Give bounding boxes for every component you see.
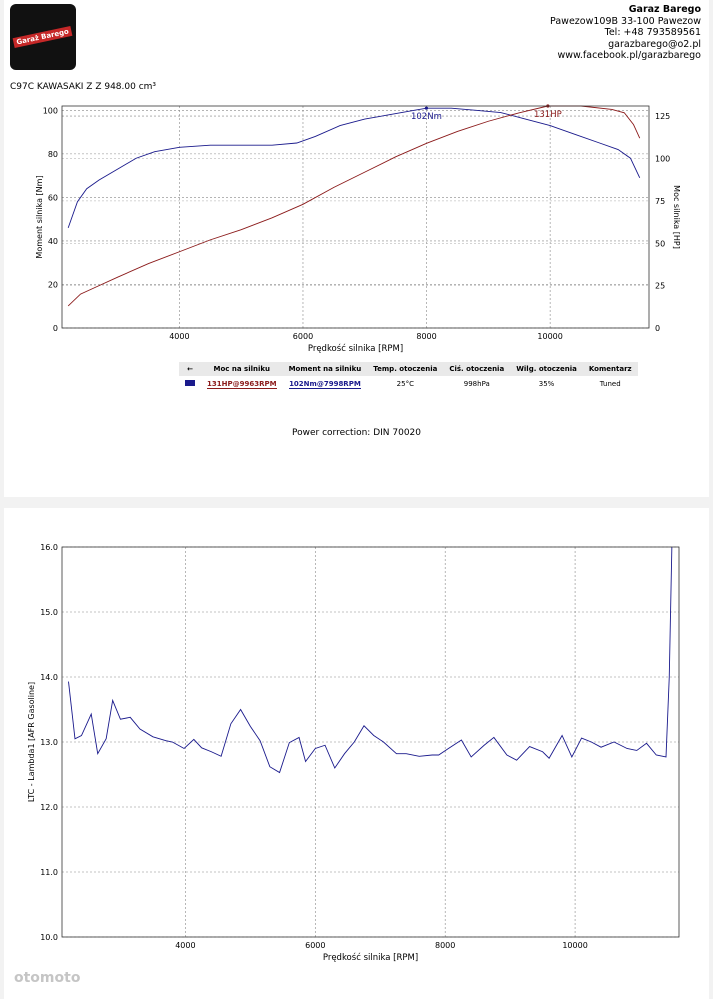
temp-header: Temp. otoczenia bbox=[367, 362, 444, 376]
x-tick-label: 6000 bbox=[293, 332, 313, 341]
company-logo: Garaż Barego bbox=[10, 4, 76, 70]
x-tick-label: 10000 bbox=[537, 332, 562, 341]
company-name: Garaz Barego bbox=[628, 4, 701, 15]
engine-title: C97C KAWASAKI Z Z 948.00 cm³ bbox=[10, 82, 157, 92]
y2-tick-label: 0 bbox=[655, 324, 660, 333]
power-correction: Power correction: DIN 70020 bbox=[292, 428, 421, 438]
afr-report-page: 4000 6000 8000 10000 10.0 11.0 12.0 13.0 14.0 15.… bbox=[4, 508, 709, 999]
y2-tick-label: 25 bbox=[655, 282, 665, 291]
y-axis-label: LTC - Lambda1 [AFR Gasoline] bbox=[27, 682, 36, 802]
x-tick-label: 10000 bbox=[562, 941, 587, 950]
company-address: Pawezow109B 33-100 Pawezow bbox=[550, 15, 701, 27]
afr-chart: 4000 6000 8000 10000 10.0 11.0 12.0 13.0 14.0 15.… bbox=[27, 543, 680, 963]
pressure-header: Ciś. otoczenia bbox=[443, 362, 511, 376]
y-tick-label: 13.0 bbox=[40, 738, 58, 747]
humidity-header: Wilg. otoczenia bbox=[510, 362, 583, 376]
y-tick-label: 11.0 bbox=[40, 868, 58, 877]
temp-value: 25°C bbox=[396, 380, 414, 388]
y-tick-label: 40 bbox=[48, 237, 58, 246]
y-tick-label: 16.0 bbox=[40, 543, 58, 552]
plot-frame bbox=[61, 546, 680, 938]
power-value: 131HP@9963RPM bbox=[207, 380, 277, 389]
company-phone: Tel: +48 793589561 bbox=[604, 27, 701, 39]
power-torque-chart: 4000 6000 8000 10000 0 20 40 60 80 100 0 25 50 75 100 1… bbox=[35, 104, 681, 354]
y-tick-label: 0 bbox=[53, 324, 58, 333]
legend-toggle-header[interactable]: ← bbox=[179, 362, 201, 376]
pressure-value: 998hPa bbox=[463, 380, 490, 388]
torque-header: Moment na silniku bbox=[282, 362, 368, 376]
series-color-swatch bbox=[179, 376, 201, 392]
company-website: www.facebook.pl/garazbarego bbox=[557, 50, 701, 62]
y2-tick-label: 100 bbox=[655, 155, 670, 164]
torque-series-line bbox=[67, 107, 641, 229]
y-tick-label: 100 bbox=[43, 106, 58, 115]
y-tick-label: 12.0 bbox=[40, 803, 58, 812]
x-axis-label: Prędkość silnika [RPM] bbox=[323, 952, 418, 963]
y-tick-label: 15.0 bbox=[40, 608, 58, 617]
x-tick-label: 4000 bbox=[169, 332, 189, 341]
torque-value: 102Nm@7998RPM bbox=[289, 380, 361, 389]
x-tick-label: 8000 bbox=[435, 941, 455, 950]
power-peak-label: 131HP bbox=[534, 110, 562, 120]
y-tick-label: 20 bbox=[48, 280, 58, 289]
power-header: Moc na silniku bbox=[201, 362, 283, 376]
y-axis-label: Moment silnika [Nm] bbox=[35, 175, 44, 258]
y-tick-label: 10.0 bbox=[40, 933, 58, 942]
y-tick-label: 14.0 bbox=[40, 673, 58, 682]
y-tick-label: 80 bbox=[48, 150, 58, 159]
company-email: garazbarego@o2.pl bbox=[608, 38, 701, 50]
y-tick-label: 60 bbox=[48, 193, 58, 202]
afr-series-line bbox=[68, 546, 673, 774]
x-axis-label: Prędkość silnika [RPM] bbox=[308, 343, 403, 354]
watermark: otomoto bbox=[14, 970, 81, 986]
y2-tick-label: 125 bbox=[655, 112, 670, 121]
plot-frame bbox=[61, 105, 650, 329]
x-tick-label: 8000 bbox=[416, 332, 436, 341]
power-series-line bbox=[67, 105, 641, 307]
humidity-value: 35% bbox=[538, 380, 555, 388]
dyno-summary-table: ← Moc na silniku Moment na silniku Temp.… bbox=[179, 362, 638, 392]
y2-tick-label: 50 bbox=[655, 239, 665, 248]
dyno-report-page: Garaż Barego Garaz Barego Pawezow109B 33… bbox=[4, 0, 709, 497]
x-tick-label: 4000 bbox=[175, 941, 195, 950]
company-info: Garaz Barego Pawezow109B 33-100 Pawezow … bbox=[550, 4, 701, 62]
comment-value: Tuned bbox=[599, 380, 621, 388]
x-tick-label: 6000 bbox=[305, 941, 325, 950]
torque-peak-marker bbox=[424, 106, 429, 110]
torque-peak-label: 102Nm bbox=[411, 112, 442, 122]
y2-axis-label: Moc silnika [HP] bbox=[672, 185, 681, 249]
y2-tick-label: 75 bbox=[655, 197, 665, 206]
comment-header: Komentarz bbox=[582, 362, 638, 376]
